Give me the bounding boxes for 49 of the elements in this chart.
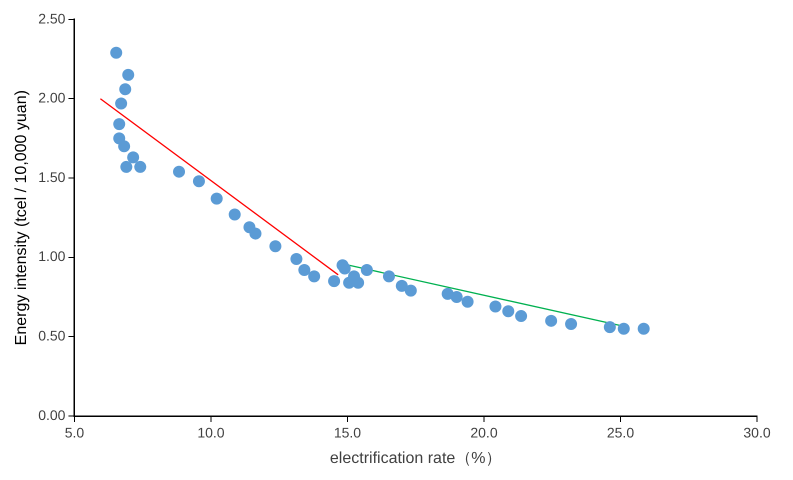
point — [360, 264, 373, 276]
point — [173, 166, 186, 178]
point — [382, 270, 395, 282]
y-tick-label: 1.00 — [38, 248, 66, 264]
point — [308, 270, 320, 282]
x-tick-label: 15.0 — [334, 424, 362, 440]
point — [638, 322, 650, 335]
point — [113, 118, 126, 130]
point — [565, 318, 578, 330]
point — [338, 262, 351, 274]
x-tick-label: 20.0 — [470, 424, 498, 440]
x-tick-label: 10.0 — [197, 424, 225, 440]
point — [119, 83, 132, 96]
point — [404, 284, 417, 297]
y-tick-label: 0.00 — [38, 406, 66, 423]
point — [115, 97, 128, 110]
point — [290, 252, 302, 265]
y-tick-label: 2.00 — [38, 90, 66, 106]
point — [122, 68, 134, 81]
y-tick-label: 2.50 — [38, 10, 66, 26]
x-tick-label: 25.0 — [606, 424, 634, 440]
point — [515, 310, 528, 322]
point — [228, 208, 241, 221]
x-axis-title: electrification rate（%） — [330, 450, 502, 467]
point — [269, 240, 282, 252]
x-tick-label: 30.0 — [743, 424, 771, 440]
point — [618, 322, 630, 335]
y-tick-label: 1.50 — [38, 168, 66, 185]
point — [249, 228, 262, 240]
point — [210, 192, 223, 205]
point — [120, 160, 132, 173]
point — [396, 280, 408, 292]
point — [502, 305, 514, 318]
point — [110, 46, 122, 59]
point — [192, 175, 205, 188]
point — [462, 296, 474, 308]
y-axis-title: Energy intensity (tcel / 10,000 yuan) — [13, 90, 30, 346]
point — [489, 300, 502, 313]
point — [118, 140, 130, 152]
point — [352, 276, 364, 289]
y-tick-label: 0.50 — [38, 328, 66, 344]
x-tick-label: 5.0 — [64, 424, 84, 440]
point — [127, 151, 140, 164]
point — [298, 264, 310, 276]
point — [328, 275, 340, 288]
point — [604, 321, 616, 334]
point — [545, 314, 558, 327]
point — [134, 160, 146, 173]
point — [450, 291, 463, 304]
